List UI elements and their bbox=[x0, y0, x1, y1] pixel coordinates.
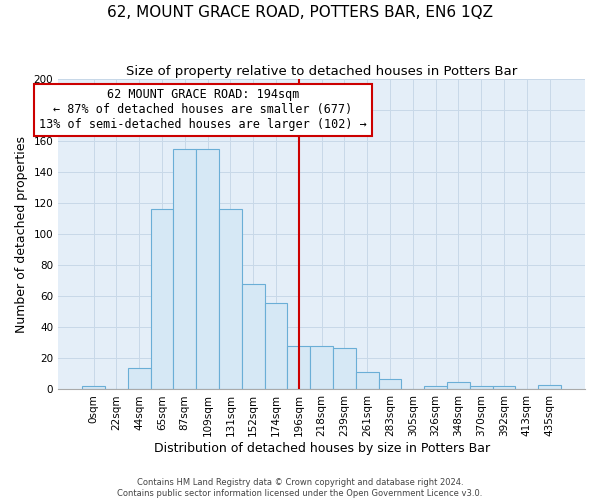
X-axis label: Distribution of detached houses by size in Potters Bar: Distribution of detached houses by size … bbox=[154, 442, 490, 455]
Bar bbox=[128, 368, 151, 390]
Bar bbox=[538, 385, 561, 390]
Bar bbox=[310, 346, 333, 390]
Bar bbox=[196, 149, 219, 390]
Bar bbox=[265, 302, 287, 390]
Bar bbox=[242, 284, 265, 390]
Bar bbox=[151, 210, 173, 390]
Bar bbox=[333, 348, 356, 390]
Bar bbox=[82, 386, 105, 390]
Bar bbox=[219, 210, 242, 390]
Bar bbox=[287, 346, 310, 390]
Bar bbox=[470, 386, 493, 390]
Title: Size of property relative to detached houses in Potters Bar: Size of property relative to detached ho… bbox=[126, 65, 517, 78]
Bar bbox=[447, 382, 470, 390]
Text: Contains HM Land Registry data © Crown copyright and database right 2024.
Contai: Contains HM Land Registry data © Crown c… bbox=[118, 478, 482, 498]
Bar bbox=[379, 378, 401, 390]
Text: 62 MOUNT GRACE ROAD: 194sqm
← 87% of detached houses are smaller (677)
13% of se: 62 MOUNT GRACE ROAD: 194sqm ← 87% of det… bbox=[39, 88, 367, 132]
Bar bbox=[493, 386, 515, 390]
Bar bbox=[424, 386, 447, 390]
Text: 62, MOUNT GRACE ROAD, POTTERS BAR, EN6 1QZ: 62, MOUNT GRACE ROAD, POTTERS BAR, EN6 1… bbox=[107, 5, 493, 20]
Bar bbox=[173, 149, 196, 390]
Y-axis label: Number of detached properties: Number of detached properties bbox=[15, 136, 28, 333]
Bar bbox=[356, 372, 379, 390]
